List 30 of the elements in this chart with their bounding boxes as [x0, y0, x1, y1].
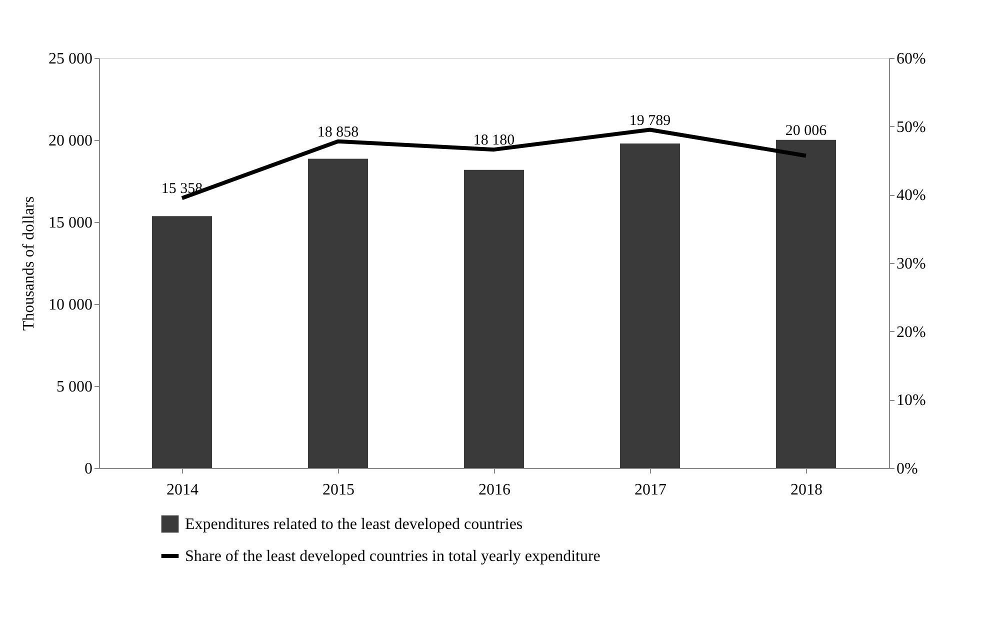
legend-label: Expenditures related to the least developed countries: [185, 516, 523, 533]
bar: [620, 143, 680, 468]
data-label: 20 006: [785, 122, 828, 139]
bar: [464, 170, 524, 468]
x-tick-label: 2018: [790, 482, 822, 498]
y2-tick-label: 50%: [896, 118, 926, 136]
y2-tick-label: 10%: [896, 392, 926, 410]
legend-label: Share of the least developed countries in total yearly expenditure: [185, 548, 600, 565]
data-label: 18 180: [473, 132, 515, 149]
y-axis-title: Thousands of dollars: [20, 196, 38, 331]
y-tick-label: 15 000: [48, 214, 92, 232]
y2-tick-label: 30%: [896, 256, 926, 272]
y2-tick-label: 0%: [896, 460, 918, 478]
y2-tick-label: 60%: [896, 50, 926, 68]
y2-tick-label: 20%: [896, 324, 926, 341]
data-label: 19 789: [629, 112, 671, 129]
y-tick-label: 25 000: [48, 50, 92, 68]
bar: [152, 216, 212, 468]
x-tick-label: 2014: [166, 482, 198, 498]
y2-tick-label: 40%: [896, 187, 926, 204]
x-tick-label: 2016: [478, 482, 510, 498]
x-tick-label: 2017: [634, 482, 666, 498]
x-tick-label: 2015: [322, 482, 354, 498]
y-tick-label: 10 000: [48, 296, 92, 314]
y-tick-label: 5 000: [56, 378, 92, 396]
y-tick-label: 20 000: [48, 132, 92, 150]
data-label: 18 858: [317, 124, 359, 140]
y-tick-label: 0: [84, 460, 92, 478]
bar: [308, 158, 368, 468]
bar: [776, 140, 836, 468]
